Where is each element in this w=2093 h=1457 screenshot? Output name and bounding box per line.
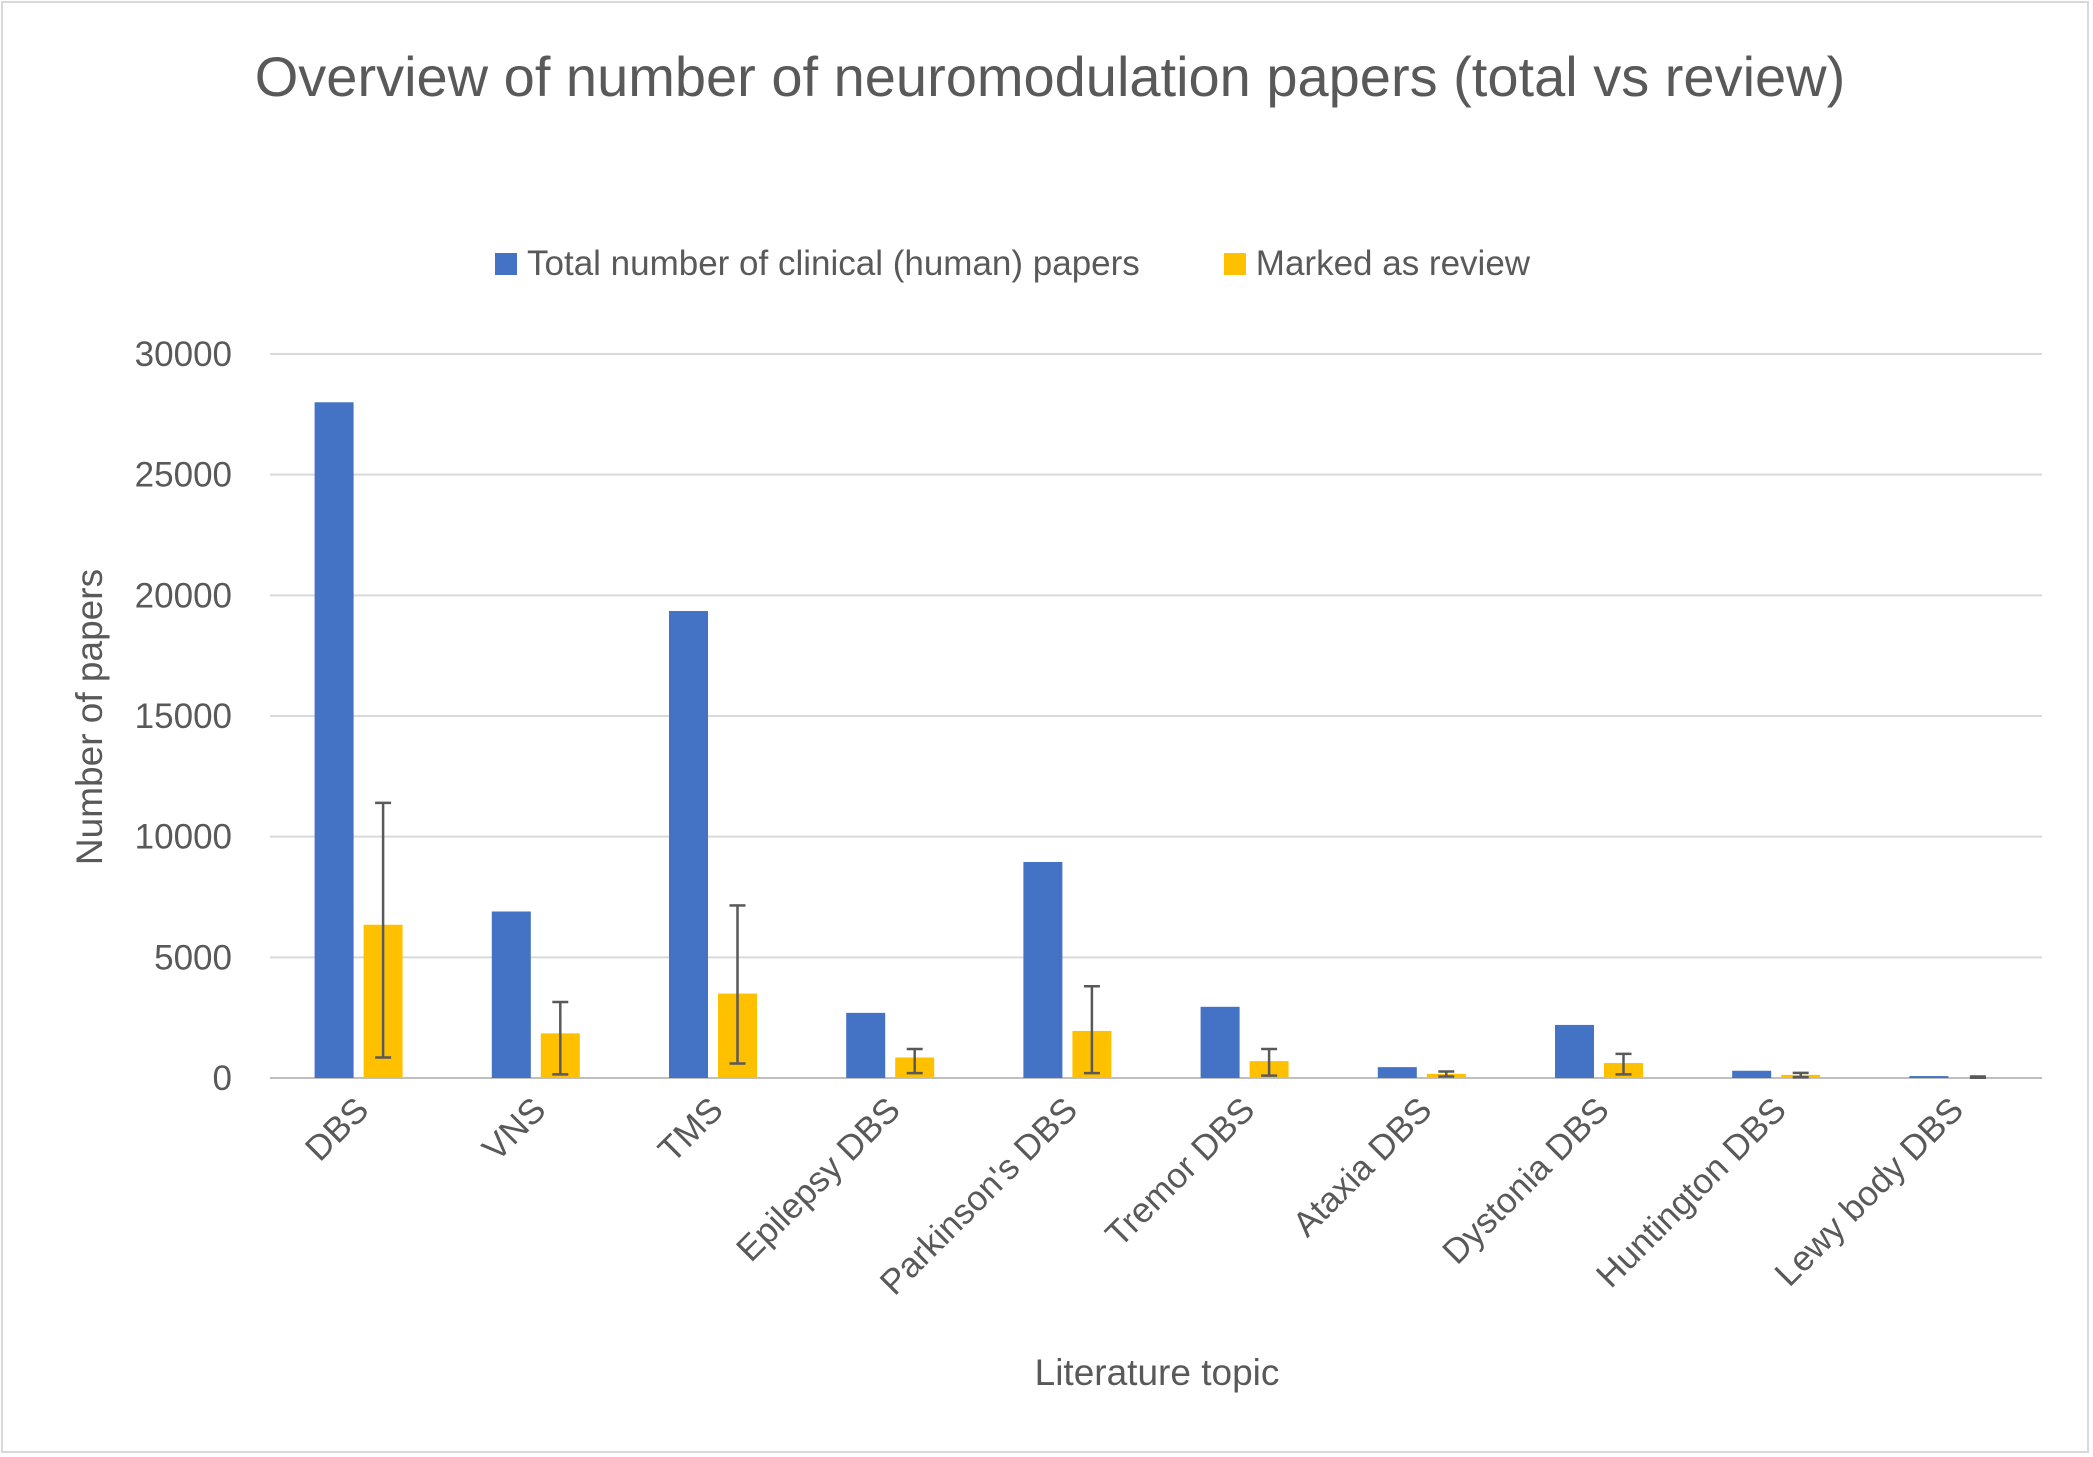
bar-total [1555, 1024, 1594, 1078]
bars [314, 402, 1998, 1078]
legend: Total number of clinical (human) papers … [495, 242, 1614, 286]
error-bar [729, 904, 746, 1065]
error-bar [1615, 1052, 1632, 1076]
y-tick-label: 10000 [135, 818, 232, 857]
x-tick-label: Dystonia DBS [1435, 1090, 1617, 1272]
error-bar [1261, 1047, 1278, 1077]
bar-total [846, 1012, 886, 1078]
x-tick-label: VNS [475, 1090, 553, 1168]
bar-total [1377, 1067, 1417, 1078]
y-axis-tick-labels: 0 5000 10000 15000 20000 25000 30000 [135, 335, 232, 1098]
bar-total [669, 611, 708, 1078]
y-tick-label: 5000 [154, 938, 232, 977]
error-bar [1438, 1070, 1455, 1078]
error-bar [1792, 1071, 1809, 1079]
y-axis-label: Number of papers [69, 569, 110, 865]
gridlines [270, 353, 2042, 1079]
bar-total [1732, 1070, 1772, 1078]
y-tick-label: 15000 [135, 697, 232, 736]
error-bar [375, 801, 392, 1059]
error-bar [1969, 1075, 1986, 1080]
legend-swatch-review [1223, 253, 1246, 275]
y-tick-label: 0 [213, 1059, 232, 1098]
x-tick-label: Epilepsy DBS [729, 1090, 908, 1269]
legend-swatch-total [495, 253, 517, 275]
x-tick-label: TMS [651, 1090, 731, 1170]
x-tick-label: Huntington DBS [1589, 1090, 1794, 1295]
legend-label-total: Total number of clinical (human) papers [527, 244, 1140, 283]
bar-total [1909, 1076, 1949, 1078]
x-axis-label: Literature topic [1035, 1352, 1280, 1393]
legend-label-review: Marked as review [1255, 244, 1531, 283]
bar-total [1200, 1006, 1240, 1078]
error-bars [375, 801, 1986, 1080]
x-tick-label: Ataxia DBS [1285, 1090, 1439, 1244]
y-tick-label: 30000 [135, 335, 232, 374]
error-bar [906, 1047, 923, 1075]
x-tick-label: DBS [298, 1090, 376, 1168]
bar-total [314, 402, 354, 1078]
x-tick-label: Tremor DBS [1098, 1090, 1262, 1254]
legend-item-review: Marked as review [1223, 244, 1531, 284]
x-tick-label: Parkinson's DBS [873, 1090, 1085, 1302]
legend-item-total: Total number of clinical (human) papers [495, 244, 1140, 284]
y-tick-label: 25000 [135, 456, 232, 495]
bar-total [491, 911, 531, 1078]
chart-title: Overview of number of neuromodulation pa… [254, 45, 1846, 108]
bar-total [1023, 862, 1063, 1078]
x-tick-label: Lewy body DBS [1767, 1090, 1971, 1294]
y-tick-label: 20000 [135, 576, 232, 615]
error-bar [552, 1000, 569, 1076]
error-bar [1083, 985, 1100, 1075]
